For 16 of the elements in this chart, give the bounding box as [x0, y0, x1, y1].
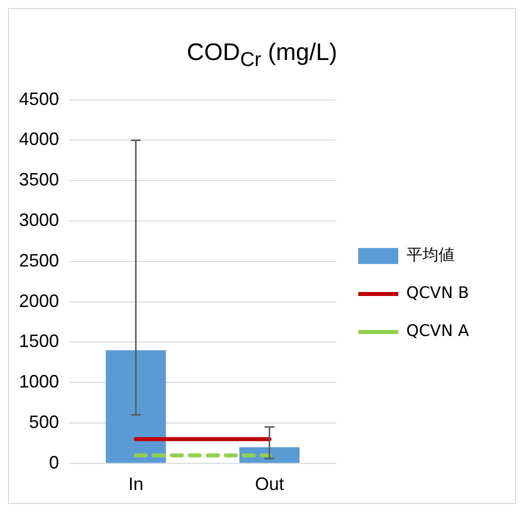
y-tick-label: 2500 — [18, 250, 60, 270]
y-tick-label: 500 — [28, 412, 60, 432]
y-tick-label: 3000 — [18, 210, 60, 230]
legend-label: QCVN B — [406, 283, 470, 302]
y-tick-label: 2000 — [18, 290, 60, 311]
y-tick-label: 4000 — [18, 129, 60, 150]
y-tick-label: 1500 — [18, 331, 60, 352]
y-tick-label: 0 — [49, 452, 60, 472]
x-tick-label: In — [128, 474, 144, 494]
y-tick-label: 3500 — [18, 170, 60, 190]
y-tick-label: 1000 — [18, 372, 60, 392]
legend-label: 平均値 — [406, 245, 454, 264]
x-tick-label: Out — [254, 474, 284, 494]
legend-label: QCVN A — [406, 321, 470, 340]
y-tick-label: 4500 — [18, 88, 60, 109]
chart-title: COD$_{Cr}$ (mg/L) — [186, 39, 338, 73]
